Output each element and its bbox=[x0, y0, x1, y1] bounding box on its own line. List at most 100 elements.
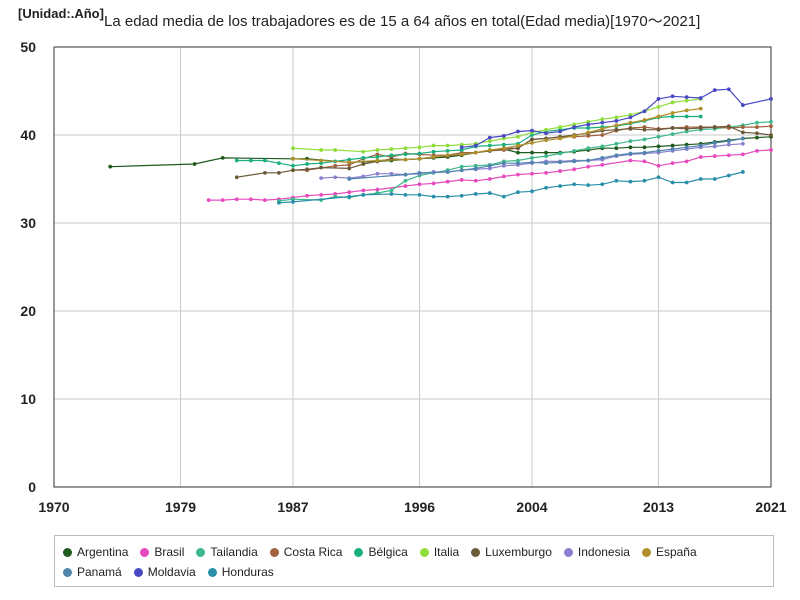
legend-item[interactable]: Costa Rica bbox=[269, 542, 342, 562]
data-point bbox=[431, 181, 436, 186]
data-point bbox=[628, 112, 633, 117]
data-point bbox=[487, 135, 492, 140]
legend-item[interactable]: Honduras bbox=[207, 562, 274, 582]
data-point bbox=[445, 153, 450, 158]
data-point bbox=[516, 150, 520, 155]
data-point bbox=[600, 126, 605, 131]
series-moldavia bbox=[459, 87, 773, 150]
data-point bbox=[769, 97, 773, 101]
data-point bbox=[347, 194, 352, 199]
data-point bbox=[262, 158, 267, 163]
axes bbox=[53, 46, 772, 488]
legend-swatch bbox=[641, 547, 651, 557]
data-point bbox=[389, 188, 394, 193]
data-point bbox=[572, 148, 577, 153]
data-point bbox=[445, 194, 450, 199]
data-point bbox=[305, 193, 309, 198]
legend-item[interactable]: Indonesia bbox=[563, 542, 630, 562]
data-point bbox=[642, 125, 647, 129]
legend-item[interactable]: Italia bbox=[419, 542, 459, 562]
x-tick-label: 2021 bbox=[755, 499, 786, 515]
data-point bbox=[614, 141, 619, 146]
data-point bbox=[628, 179, 633, 184]
data-point bbox=[459, 152, 464, 157]
data-point bbox=[417, 151, 422, 156]
data-point bbox=[530, 133, 534, 137]
series-line bbox=[461, 88, 772, 148]
y-tick-label: 0 bbox=[28, 479, 36, 495]
data-point bbox=[459, 148, 464, 152]
data-point bbox=[487, 139, 492, 144]
data-point bbox=[248, 197, 253, 202]
series-line bbox=[278, 121, 772, 202]
data-point bbox=[487, 148, 492, 152]
data-point bbox=[642, 127, 647, 132]
legend-item[interactable]: Luxemburgo bbox=[471, 542, 552, 562]
data-point bbox=[769, 124, 773, 129]
y-tick-label: 40 bbox=[20, 127, 36, 143]
data-point bbox=[375, 148, 380, 152]
data-point bbox=[305, 162, 309, 166]
data-point bbox=[656, 148, 661, 153]
line-chart: 0 10 20 30 40 50 1970 1979 1987 1996 2004 2013 2021 bbox=[20, 39, 786, 515]
data-point bbox=[544, 154, 548, 159]
data-point bbox=[459, 193, 464, 198]
data-point bbox=[600, 117, 605, 122]
data-point bbox=[769, 119, 773, 124]
data-point bbox=[361, 155, 366, 160]
data-point bbox=[670, 111, 675, 115]
data-point bbox=[375, 171, 380, 176]
legend-swatch bbox=[63, 567, 72, 577]
data-point bbox=[698, 143, 703, 148]
data-point bbox=[375, 155, 380, 159]
series-italia bbox=[291, 97, 703, 154]
data-point bbox=[516, 158, 520, 163]
data-point bbox=[586, 158, 591, 163]
data-point bbox=[431, 143, 436, 148]
data-point bbox=[544, 150, 548, 155]
data-point bbox=[614, 146, 619, 151]
data-point bbox=[473, 163, 478, 168]
data-point bbox=[670, 94, 675, 99]
data-point bbox=[248, 158, 253, 163]
data-point bbox=[516, 161, 520, 166]
series-line bbox=[292, 108, 701, 163]
data-point bbox=[628, 145, 633, 150]
data-point bbox=[642, 109, 647, 114]
legend-item[interactable]: España bbox=[641, 542, 697, 562]
legend-swatch bbox=[563, 547, 573, 557]
data-point bbox=[712, 125, 717, 129]
legend-swatch bbox=[419, 547, 429, 557]
data-point bbox=[684, 145, 689, 150]
data-point bbox=[740, 136, 745, 141]
legend-item[interactable]: Bélgica bbox=[354, 542, 408, 562]
legend-item[interactable]: Brasil bbox=[140, 542, 184, 562]
data-point bbox=[234, 175, 239, 180]
data-point bbox=[684, 126, 689, 131]
legend-item[interactable]: Argentina bbox=[63, 542, 128, 562]
data-point bbox=[586, 183, 591, 188]
data-point bbox=[516, 134, 520, 139]
data-point bbox=[600, 155, 605, 160]
legend-swatch bbox=[207, 567, 217, 577]
data-point bbox=[473, 143, 478, 148]
series-tailandia bbox=[277, 119, 773, 203]
data-point bbox=[361, 188, 366, 193]
legend-item[interactable]: Panamá bbox=[63, 562, 122, 582]
data-point bbox=[600, 133, 605, 137]
data-point bbox=[361, 162, 366, 166]
data-point bbox=[544, 185, 548, 190]
data-point bbox=[684, 95, 689, 100]
data-point bbox=[487, 166, 492, 171]
data-point bbox=[389, 171, 394, 176]
data-point bbox=[586, 146, 591, 151]
series-espa-a bbox=[291, 106, 703, 165]
data-point bbox=[600, 182, 605, 187]
data-point bbox=[698, 155, 703, 159]
legend-item[interactable]: Tailandia bbox=[196, 542, 258, 562]
data-point bbox=[403, 146, 408, 151]
y-tick-label: 30 bbox=[20, 215, 36, 231]
data-point bbox=[558, 184, 563, 188]
data-point bbox=[684, 108, 689, 113]
legend-item[interactable]: Moldavia bbox=[133, 562, 196, 582]
